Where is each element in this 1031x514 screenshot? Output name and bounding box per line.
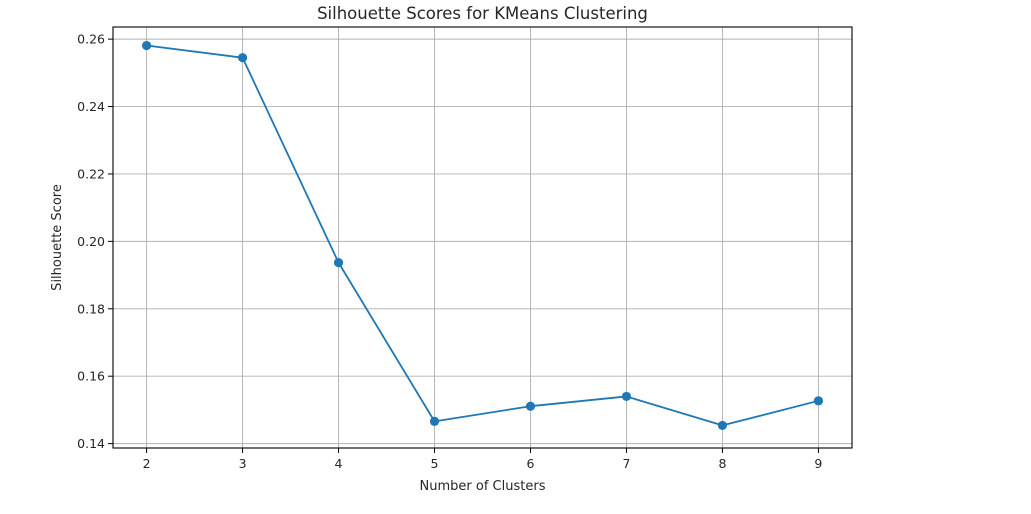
axis-ticks: 2 3 4 5 6 7 8 9 0.14 0.16 0.18 0.20 0.22 0.24 0.26 <box>77 32 822 471</box>
data-point <box>141 40 152 51</box>
x-axis-label: Number of Clusters <box>420 479 546 494</box>
x-tick-label: 9 <box>814 456 822 471</box>
data-point <box>621 391 632 402</box>
series-line <box>146 44 819 427</box>
series-layer <box>141 40 824 431</box>
y-tick-label: 0.14 <box>77 436 105 451</box>
x-tick-label: 8 <box>718 456 726 471</box>
x-tick-label: 5 <box>431 456 439 471</box>
data-point <box>525 401 536 411</box>
y-tick-label: 0.16 <box>77 369 105 384</box>
data-point <box>237 53 248 63</box>
plot-frame <box>112 26 853 449</box>
data-point <box>429 416 440 426</box>
data-point <box>813 396 824 406</box>
data-point <box>717 420 728 431</box>
y-tick-label: 0.26 <box>77 32 105 47</box>
x-tick-label: 7 <box>622 456 630 471</box>
y-tick-label: 0.18 <box>77 301 105 316</box>
data-point <box>333 258 344 268</box>
x-tick-label: 3 <box>239 456 247 471</box>
x-tick-label: 4 <box>335 456 343 471</box>
y-tick-label: 0.24 <box>77 99 105 114</box>
x-tick-label: 2 <box>143 456 151 471</box>
y-tick-label: 0.22 <box>77 166 105 181</box>
x-tick-label: 6 <box>527 456 535 471</box>
grid <box>113 27 852 448</box>
chart-title: Silhouette Scores for KMeans Clustering <box>317 4 648 23</box>
y-axis-label: Silhouette Score <box>50 184 65 291</box>
y-tick-label: 0.20 <box>77 234 105 249</box>
